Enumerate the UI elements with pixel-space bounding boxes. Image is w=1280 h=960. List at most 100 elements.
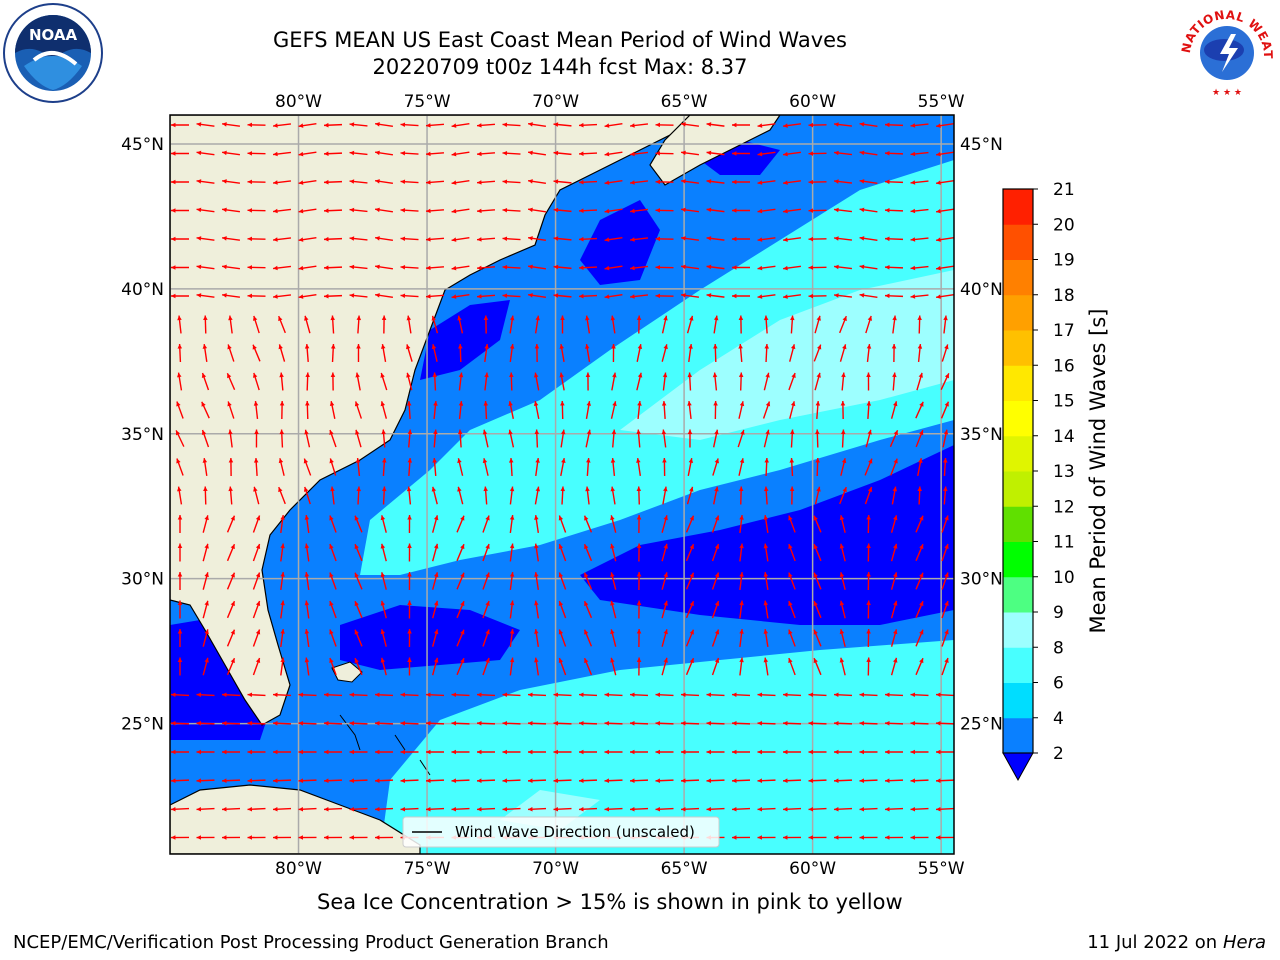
colorbar-tick-label: 4 bbox=[1053, 709, 1064, 729]
wave-vector-head bbox=[298, 692, 304, 698]
lat-tick-label: 40°N bbox=[121, 280, 164, 300]
wave-vector-head bbox=[604, 692, 610, 698]
wave-period-band-6-8 bbox=[360, 160, 954, 575]
wave-vector-head bbox=[407, 543, 412, 548]
wave-vector-head bbox=[553, 293, 559, 298]
wave-vector-head bbox=[485, 658, 490, 663]
svg-text:★ ★ ★: ★ ★ ★ bbox=[1212, 88, 1242, 98]
wave-vector-head bbox=[426, 806, 431, 812]
lon-tick-label: 55°W bbox=[918, 859, 965, 879]
wave-vector-head bbox=[451, 123, 457, 128]
wave-vector-head bbox=[354, 629, 359, 635]
wave-vector-head bbox=[739, 458, 745, 464]
wave-vector-head bbox=[330, 344, 336, 349]
wave-vector-head bbox=[451, 208, 457, 214]
wave-vector-head bbox=[457, 486, 462, 492]
wave-vector-head bbox=[763, 629, 769, 634]
wave-vector-head bbox=[324, 721, 329, 726]
wave-vector-head bbox=[502, 806, 508, 812]
wave-period-under-2 bbox=[170, 620, 270, 740]
wave-vector-head bbox=[451, 265, 457, 271]
wave-vector-head bbox=[636, 315, 642, 321]
wave-vector-head bbox=[460, 629, 465, 635]
colorbar-bin bbox=[1003, 647, 1033, 683]
wave-vector-head bbox=[655, 778, 661, 783]
wave-vector-head bbox=[477, 749, 482, 755]
wave-vector-head bbox=[431, 486, 437, 492]
wave-vector-head bbox=[460, 544, 465, 550]
wave-vector-head bbox=[222, 264, 227, 270]
wave-vector-head bbox=[222, 293, 227, 298]
wave-vector-head bbox=[451, 749, 456, 755]
wave-vector-head bbox=[477, 265, 482, 271]
wave-vector-head bbox=[324, 692, 329, 698]
wave-vector-head bbox=[400, 806, 406, 812]
wave-vector-head bbox=[298, 151, 304, 157]
wave-vector-head bbox=[788, 658, 793, 664]
wave-vector-head bbox=[304, 315, 309, 321]
wave-vector-head bbox=[273, 208, 278, 214]
wave-vector-head bbox=[298, 749, 303, 755]
wave-vector-head bbox=[534, 629, 539, 634]
footer-date: 11 Jul 2022 on Hera bbox=[1087, 932, 1266, 953]
wave-vector-head bbox=[380, 344, 386, 349]
wave-vector-head bbox=[380, 543, 386, 549]
wave-vector-head bbox=[171, 293, 176, 299]
wave-vector-head bbox=[936, 294, 941, 299]
wave-vector-head bbox=[329, 458, 334, 464]
wave-vector-head bbox=[816, 372, 821, 378]
wave-vector-head bbox=[859, 778, 865, 783]
wave-vector-head bbox=[485, 544, 490, 549]
wave-vector-head bbox=[324, 806, 329, 812]
wave-vector-head bbox=[273, 123, 278, 128]
wave-vector-head bbox=[485, 572, 490, 578]
wave-vector-head bbox=[610, 543, 615, 549]
wave-vector-head bbox=[558, 515, 564, 521]
wave-vector-head bbox=[458, 372, 464, 378]
wave-vector-head bbox=[477, 208, 482, 214]
wave-vector-head bbox=[177, 315, 182, 321]
wave-vector-head bbox=[663, 315, 668, 321]
wave-vector-head bbox=[230, 515, 235, 521]
wave-vector-head bbox=[783, 208, 788, 214]
wave-vector-head bbox=[839, 657, 845, 663]
wave-vector-head bbox=[630, 778, 635, 783]
colorbar-bin bbox=[1003, 576, 1033, 613]
wave-vector-head bbox=[354, 601, 359, 607]
land-us-east-coast bbox=[170, 115, 691, 726]
wave-vector-head bbox=[558, 629, 564, 635]
wave-vector-head bbox=[910, 180, 916, 185]
wave-vector-head bbox=[885, 179, 890, 185]
wave-vector-head bbox=[349, 264, 355, 270]
wave-vector-head bbox=[808, 293, 814, 299]
wave-vector-head bbox=[222, 236, 227, 241]
wave-vector-head bbox=[477, 151, 482, 157]
wave-vector-head bbox=[687, 429, 693, 434]
wave-vector-head bbox=[534, 543, 539, 549]
wave-vector-head bbox=[630, 721, 635, 726]
wave-vector-head bbox=[196, 835, 201, 840]
wave-vector-head bbox=[375, 749, 380, 755]
wave-vector-head bbox=[910, 208, 916, 214]
wave-vector-head bbox=[528, 721, 533, 726]
wave-vector-head bbox=[764, 344, 769, 349]
wave-vector-head bbox=[196, 122, 202, 127]
wave-vector-head bbox=[528, 749, 533, 755]
wave-vector-head bbox=[509, 486, 515, 492]
wave-vector-head bbox=[917, 486, 922, 492]
wave-vector-head bbox=[177, 543, 183, 548]
wave-vector-head bbox=[255, 544, 261, 549]
colorbar-tick-label: 21 bbox=[1053, 180, 1075, 200]
wave-vector-head bbox=[839, 543, 845, 549]
wave-vector-head bbox=[273, 265, 278, 271]
wave-period-under-2 bbox=[340, 605, 520, 670]
wave-vector-head bbox=[663, 486, 668, 492]
wave-vector-head bbox=[611, 344, 616, 349]
wave-vector-head bbox=[298, 806, 304, 812]
wave-vector-head bbox=[329, 601, 334, 607]
colorbar-bin bbox=[1003, 294, 1033, 331]
wave-vector-head bbox=[604, 237, 610, 242]
wave-vector-head bbox=[375, 835, 380, 840]
wave-vector-head bbox=[655, 692, 661, 698]
wave-vector-head bbox=[655, 265, 661, 270]
